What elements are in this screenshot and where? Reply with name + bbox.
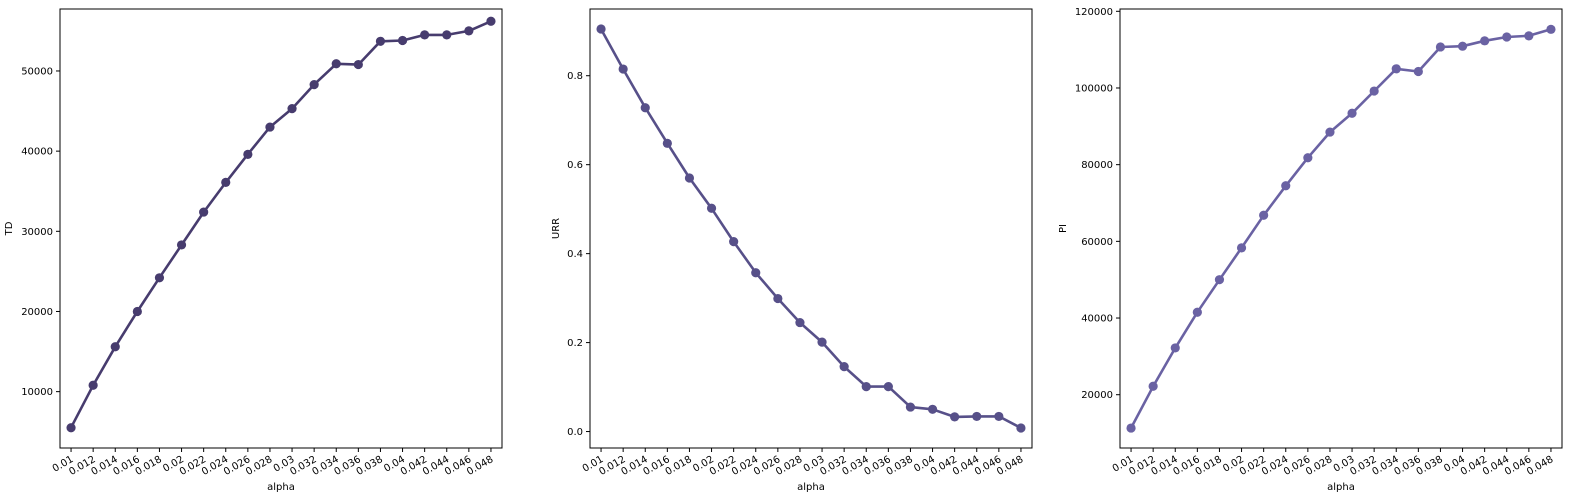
axes-frame	[1119, 8, 1563, 449]
y-tick-label: 50000	[21, 66, 53, 77]
data-point	[883, 382, 893, 392]
data-point	[1259, 210, 1269, 220]
data-point	[375, 36, 386, 46]
data-point	[795, 317, 805, 328]
data-point	[817, 337, 827, 347]
data-point	[596, 24, 606, 34]
data-point	[839, 362, 849, 372]
x-axis-label: alpha	[1327, 482, 1355, 493]
data-point	[110, 342, 120, 352]
data-point	[1126, 423, 1136, 433]
data-point	[1170, 343, 1180, 353]
data-point	[287, 104, 297, 114]
data-point	[442, 30, 452, 40]
data-point	[861, 382, 871, 392]
data-point	[927, 404, 938, 414]
y-tick-label: 100000	[1075, 83, 1113, 94]
axes-frame	[589, 8, 1033, 449]
data-point	[1214, 275, 1225, 285]
data-point	[751, 268, 761, 278]
y-tick-label: 0.6	[567, 160, 583, 171]
data-point	[1236, 243, 1247, 253]
data-point	[243, 149, 253, 159]
data-point	[1303, 153, 1313, 163]
data-point	[486, 16, 496, 26]
y-tick-label: 0.2	[567, 338, 583, 349]
data-point	[309, 79, 319, 90]
y-tick-label: 80000	[1081, 160, 1113, 171]
data-point	[353, 59, 363, 70]
data-point	[950, 412, 960, 422]
y-tick-label: 30000	[21, 227, 53, 238]
data-point	[905, 402, 916, 412]
data-point	[1546, 24, 1556, 34]
data-point	[1192, 307, 1202, 317]
y-tick-label: 120000	[1075, 7, 1113, 18]
y-axis-label: TD	[4, 221, 15, 236]
data-point	[706, 203, 717, 213]
y-axis-label: PI	[1058, 224, 1069, 233]
data-point	[420, 30, 430, 40]
data-point	[1457, 41, 1468, 51]
series-line	[599, 27, 1023, 430]
data-point	[1524, 31, 1534, 41]
y-tick-label: 0.0	[567, 427, 583, 438]
data-point	[618, 64, 628, 74]
data-point	[1325, 127, 1335, 137]
data-point	[1148, 381, 1158, 391]
data-point	[972, 411, 982, 422]
axes-frame	[59, 8, 503, 449]
data-point	[464, 26, 474, 36]
data-point	[154, 273, 165, 283]
x-axis-label: alpha	[797, 482, 825, 493]
data-point	[729, 237, 739, 247]
data-point	[331, 59, 341, 69]
data-point	[994, 411, 1004, 422]
data-point	[1369, 86, 1379, 96]
y-tick-label: 20000	[21, 307, 53, 318]
data-point	[640, 103, 650, 113]
y-tick-label: 60000	[1081, 237, 1113, 248]
y-tick-label: 40000	[21, 147, 53, 158]
y-tick-label: 40000	[1081, 314, 1113, 325]
y-axis-label: URR	[551, 218, 562, 239]
series-line	[1129, 27, 1553, 430]
data-point	[221, 177, 231, 188]
subplot-pi: 200004000060000800001000001200000.010.01…	[1058, 7, 1563, 493]
y-tick-label: 0.4	[567, 249, 583, 260]
data-point	[88, 380, 98, 390]
data-point	[66, 423, 76, 433]
data-point	[132, 306, 142, 317]
data-point	[1413, 66, 1423, 77]
subplot-urr: 0.00.20.40.60.80.010.0120.0140.0160.0180…	[551, 8, 1033, 493]
y-tick-label: 20000	[1081, 390, 1113, 401]
data-point	[1391, 64, 1401, 74]
y-tick-label: 10000	[21, 387, 53, 398]
data-point	[199, 207, 209, 217]
data-point	[662, 138, 672, 148]
data-point	[1480, 36, 1490, 46]
data-point	[176, 240, 187, 250]
data-point	[1016, 423, 1026, 433]
data-point	[265, 122, 275, 132]
data-point	[773, 293, 783, 304]
data-point	[1435, 42, 1446, 52]
series-line	[69, 19, 493, 430]
data-point	[397, 35, 408, 46]
data-point	[1502, 32, 1512, 42]
data-point	[1347, 108, 1357, 118]
data-point	[684, 173, 695, 183]
y-tick-label: 0.8	[567, 71, 583, 82]
subplot-td: 10000200003000040000500000.010.0120.0140…	[4, 8, 503, 493]
x-axis-label: alpha	[267, 482, 295, 493]
data-point	[1281, 181, 1291, 191]
